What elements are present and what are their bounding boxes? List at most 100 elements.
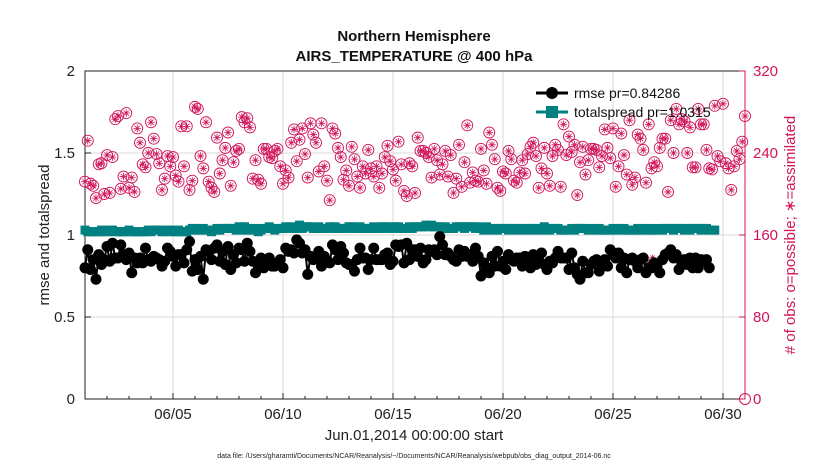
obs-assimilated-marker xyxy=(592,146,601,154)
obs-possible-marker xyxy=(376,167,388,180)
obs-count-point xyxy=(299,148,311,160)
obs-count-point xyxy=(252,173,265,186)
obs-possible-marker xyxy=(112,110,124,123)
obs-assimilated-marker xyxy=(655,144,664,152)
obs-count-point xyxy=(472,175,485,188)
rmse-point xyxy=(349,265,360,277)
obs-assimilated-marker xyxy=(169,153,177,161)
obs-possible-marker xyxy=(348,153,361,166)
obs-assimilated-marker xyxy=(576,158,584,167)
obs-possible-marker xyxy=(145,116,157,129)
obs-count-point xyxy=(95,157,108,170)
obs-assimilated-marker xyxy=(741,112,749,120)
obs-count-point xyxy=(697,118,710,131)
obs-assimilated-marker xyxy=(334,144,342,152)
obs-possible-marker xyxy=(486,138,498,151)
obs-assimilated-marker xyxy=(620,151,628,159)
obs-possible-marker xyxy=(675,113,688,126)
obs-assimilated-marker xyxy=(298,124,307,133)
obs-count-point xyxy=(640,176,652,189)
obs-possible-marker xyxy=(282,171,295,184)
obs-possible-marker xyxy=(697,118,710,131)
obs-count-point xyxy=(532,181,545,194)
obs-assimilated-marker xyxy=(147,118,155,127)
obs-count-point xyxy=(653,141,666,154)
obs-count-point xyxy=(329,127,342,140)
obs-count-point xyxy=(475,142,487,155)
obs-possible-marker xyxy=(202,175,215,188)
obs-possible-marker xyxy=(736,135,749,148)
obs-count-point xyxy=(131,122,144,135)
obs-assimilated-marker xyxy=(375,184,384,192)
obs-possible-marker xyxy=(521,148,534,160)
obs-count-point xyxy=(425,171,438,184)
obs-possible-marker xyxy=(442,170,454,183)
obs-assimilated-marker xyxy=(411,189,419,197)
obs-assimilated-marker xyxy=(477,145,485,153)
obs-possible-marker xyxy=(288,123,300,136)
rmse-point xyxy=(192,263,204,275)
obs-count-point xyxy=(598,123,611,136)
obs-possible-marker xyxy=(178,160,190,173)
obs-assimilated-marker xyxy=(364,146,373,154)
obs-assimilated-marker xyxy=(424,153,433,161)
obs-count-point xyxy=(502,144,515,157)
obs-possible-marker xyxy=(530,150,542,163)
obs-assimilated-marker xyxy=(119,172,128,181)
obs-count-point xyxy=(651,160,663,173)
obs-assimilated-marker xyxy=(617,129,626,138)
obs-possible-marker xyxy=(629,171,641,184)
obs-count-point xyxy=(530,150,542,163)
obs-assimilated-marker xyxy=(174,177,183,186)
obs-possible-marker xyxy=(708,99,721,112)
obs-possible-marker xyxy=(612,160,625,173)
obs-assimilated-marker xyxy=(204,177,213,186)
obs-assimilated-marker xyxy=(628,180,637,189)
obs-possible-marker xyxy=(252,173,265,186)
obs-assimilated-marker xyxy=(468,168,477,177)
obs-assimilated-marker xyxy=(705,164,714,173)
obs-possible-marker xyxy=(241,112,254,125)
obs-count-point xyxy=(497,165,509,178)
obs-assimilated-marker xyxy=(122,109,131,117)
obs-assimilated-marker xyxy=(559,120,568,129)
data-file-footnote: data file: /Users/gharamti/Documents/NCA… xyxy=(217,453,611,460)
rmse-point xyxy=(654,267,666,279)
legend-rmse-label: rmse pr=0.84286 xyxy=(574,85,680,101)
obs-assimilated-marker xyxy=(290,125,298,134)
obs-count-point xyxy=(615,127,628,140)
rmse-point xyxy=(621,267,633,279)
legend-spread-label: totalspread pr=1.0315 xyxy=(574,104,711,120)
obs-possible-marker xyxy=(318,160,331,173)
obs-assimilated-marker xyxy=(235,145,243,153)
rmse-point xyxy=(90,273,102,285)
obs-possible-marker xyxy=(609,180,622,193)
rmse-point xyxy=(387,255,399,267)
obs-count-point xyxy=(147,132,160,145)
y-axis-label: rmse and totalspread xyxy=(36,165,53,306)
obs-possible-marker xyxy=(81,134,94,147)
obs-possible-marker xyxy=(593,161,606,174)
obs-possible-marker xyxy=(447,187,460,199)
obs-possible-marker xyxy=(266,152,278,165)
obs-assimilated-marker xyxy=(554,146,562,154)
obs-possible-marker xyxy=(563,130,575,143)
obs-possible-marker xyxy=(565,146,578,158)
obs-possible-marker xyxy=(527,136,540,149)
obs-possible-marker xyxy=(373,181,386,194)
obs-count-point xyxy=(112,110,124,123)
obs-count-point xyxy=(563,130,575,143)
obs-assimilated-marker xyxy=(639,146,648,154)
obs-assimilated-marker xyxy=(562,151,571,159)
obs-count-point xyxy=(736,135,749,148)
x-axis-label: Jun.01,2014 00:00:00 start xyxy=(325,427,504,444)
obs-possible-marker xyxy=(315,117,328,130)
obs-count-point xyxy=(362,143,375,156)
obs-assimilated-marker xyxy=(529,138,538,147)
obs-count-point xyxy=(167,151,179,164)
obs-count-point xyxy=(271,142,284,155)
obs-possible-marker xyxy=(147,132,160,145)
obs-assimilated-marker xyxy=(625,116,634,124)
obs-count-point xyxy=(524,140,537,153)
obs-possible-marker xyxy=(351,170,364,183)
